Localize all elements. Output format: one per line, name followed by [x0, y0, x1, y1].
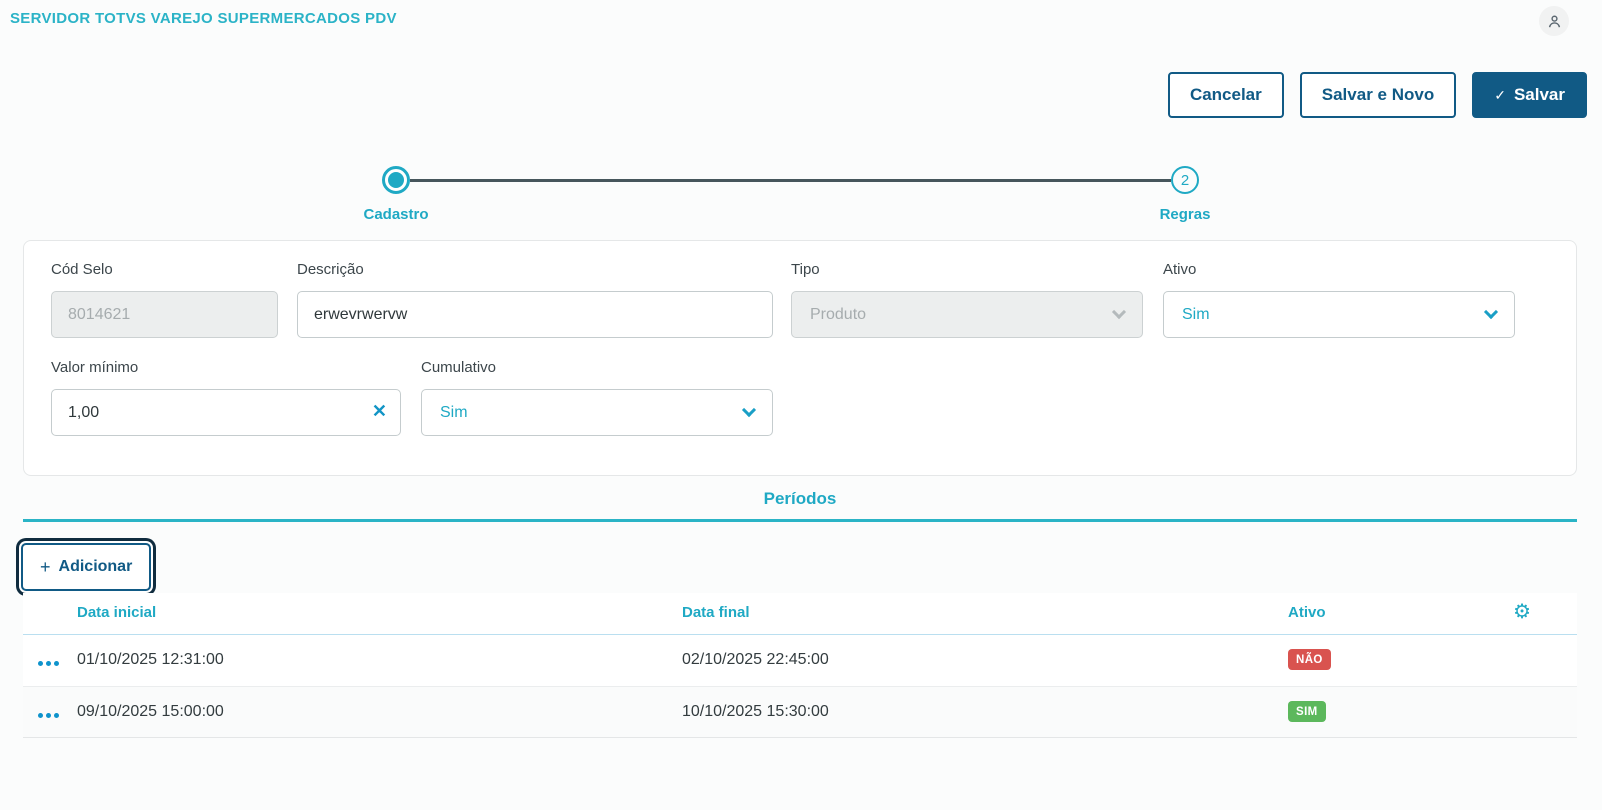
tipo-label: Tipo [791, 261, 820, 278]
clear-icon[interactable]: ✕ [371, 401, 387, 421]
stepper-active-dot [388, 172, 404, 188]
stepper-label-cadastro[interactable]: Cadastro [363, 206, 429, 223]
stepper-connector-line [410, 179, 1171, 182]
descricao-label: Descrição [297, 261, 364, 278]
stepper-label-regras[interactable]: Regras [1159, 206, 1211, 223]
add-periodo-button-label: Adicionar [58, 558, 133, 575]
chevron-down-icon [1111, 304, 1127, 320]
periodos-table: Data inicial Data final Ativo ⚙ 01/10/20… [23, 593, 1577, 738]
check-icon: ✓ [1494, 86, 1506, 103]
field-ativo: Ativo Sim [1163, 261, 1515, 338]
ativo-select-value: Sim [1182, 305, 1210, 323]
periodos-divider [23, 519, 1577, 522]
valor-minimo-input[interactable] [51, 389, 401, 436]
field-cumulativo: Cumulativo Sim [421, 359, 773, 436]
column-header-ativo[interactable]: Ativo [1288, 604, 1326, 621]
chevron-down-icon [1483, 304, 1499, 320]
field-descricao: Descrição [297, 261, 773, 338]
stepper-step-regras-circle[interactable]: 2 [1171, 166, 1199, 194]
gear-icon[interactable]: ⚙ [1513, 599, 1531, 623]
status-badge: NÃO [1288, 649, 1331, 670]
tipo-select: Produto [791, 291, 1143, 338]
cumulativo-select-value: Sim [440, 403, 468, 421]
user-avatar-button[interactable] [1539, 6, 1569, 36]
stepper-step-number: 2 [1180, 171, 1190, 189]
tipo-select-value: Produto [810, 305, 867, 323]
field-tipo: Tipo Produto [791, 261, 1143, 338]
cell-data-inicial: 09/10/2025 15:00:00 [77, 703, 224, 720]
add-periodo-button[interactable]: + Adicionar [21, 543, 152, 591]
plus-icon: + [40, 556, 51, 577]
page-title: SERVIDOR TOTVS VAREJO SUPERMERCADOS PDV [10, 10, 397, 27]
user-icon [1546, 13, 1563, 30]
cod-selo-input [51, 291, 278, 338]
save-and-new-button[interactable]: Salvar e Novo [1299, 72, 1457, 118]
ativo-label: Ativo [1163, 261, 1197, 278]
valor-minimo-label: Valor mínimo [51, 359, 139, 376]
cod-selo-label: Cód Selo [51, 261, 113, 278]
field-valor-minimo: Valor mínimo ✕ [51, 359, 401, 436]
cumulativo-select[interactable]: Sim [421, 389, 773, 436]
periodos-section-title: Períodos [763, 489, 837, 508]
chevron-down-icon [741, 402, 757, 418]
save-button-label: Salvar [1513, 85, 1565, 104]
column-header-data-inicial[interactable]: Data inicial [77, 604, 157, 621]
row-actions-more-icon[interactable] [36, 657, 61, 670]
save-button[interactable]: ✓ Salvar [1472, 72, 1587, 118]
row-actions-more-icon[interactable] [36, 709, 61, 722]
table-row: 09/10/2025 15:00:00 10/10/2025 15:30:00 … [23, 686, 1577, 737]
cumulativo-label: Cumulativo [421, 359, 497, 376]
periodos-table-header: Data inicial Data final Ativo ⚙ [23, 593, 1577, 635]
field-cod-selo: Cód Selo [51, 261, 278, 338]
action-bar: Cancelar Salvar e Novo ✓ Salvar [1167, 72, 1587, 118]
cell-data-final: 10/10/2025 15:30:00 [682, 703, 829, 720]
ativo-select[interactable]: Sim [1163, 291, 1515, 338]
descricao-input[interactable] [297, 291, 773, 338]
cell-data-inicial: 01/10/2025 12:31:00 [77, 651, 224, 668]
stepper-step-cadastro-circle[interactable] [382, 166, 410, 194]
table-row: 01/10/2025 12:31:00 02/10/2025 22:45:00 … [23, 635, 1577, 686]
cell-data-final: 02/10/2025 22:45:00 [682, 651, 829, 668]
column-header-data-final[interactable]: Data final [682, 604, 750, 621]
status-badge: SIM [1288, 701, 1326, 722]
cadastro-form-card: Cód Selo Descrição Tipo Produto Ativo Si… [23, 240, 1577, 476]
cancel-button[interactable]: Cancelar [1167, 72, 1284, 118]
